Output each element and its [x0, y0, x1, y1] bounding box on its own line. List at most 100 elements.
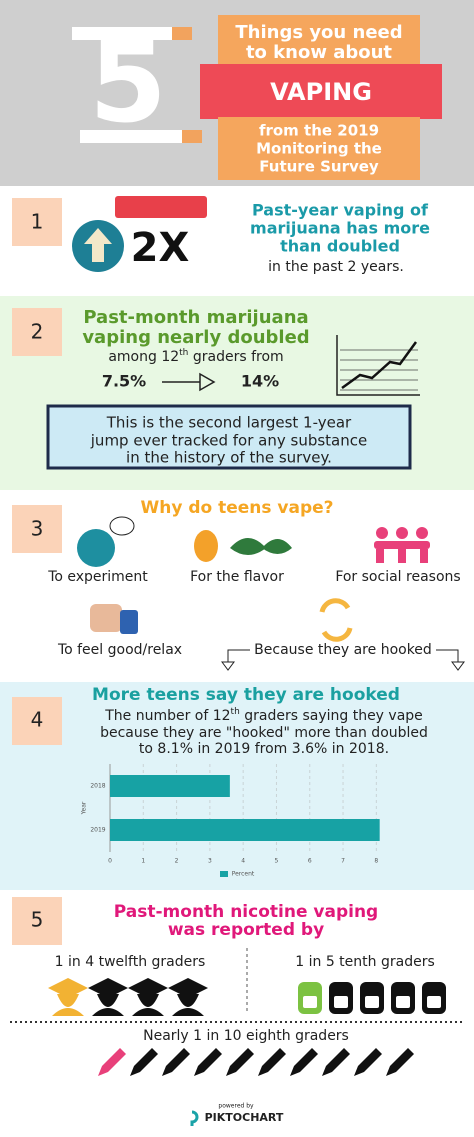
highlight: VAPING [270, 78, 372, 106]
cigarette [72, 27, 172, 40]
group-label: 1 in 4 twelfth graders [55, 954, 206, 970]
heading: Why do teens vape? [140, 498, 333, 518]
number-box [12, 308, 62, 356]
cap-icon [128, 978, 168, 998]
section-number: 3 [31, 517, 44, 541]
group-label: 1 in 5 tenth graders [295, 954, 435, 970]
pencil-icon [162, 1048, 190, 1076]
thumb-cuff [120, 610, 138, 634]
highlight-box [200, 64, 442, 119]
heading: More teens say they are hooked [92, 685, 400, 705]
calendar-top [115, 196, 207, 218]
cap-head [92, 994, 124, 1016]
note-line: in the history of the survey. [126, 449, 332, 467]
pencil-icon [258, 1048, 286, 1076]
body-text: The number of 12th graders saying they v… [104, 707, 423, 725]
pencil-icon [226, 1048, 254, 1076]
brand: PIKTOCHART [205, 1111, 284, 1124]
heading-line: Past-year vaping of [252, 201, 429, 220]
x-tick-label: 8 [374, 858, 378, 865]
number-box [12, 505, 62, 553]
heading-line: vaping nearly doubled [82, 327, 309, 348]
superscript: th [231, 707, 240, 717]
source-line: from the 2019 [259, 122, 379, 140]
logo-mark [190, 1110, 199, 1126]
trend-icon [336, 335, 420, 396]
cigarette [80, 130, 182, 143]
pencil-icon [386, 1048, 414, 1076]
x-tick-label: 6 [308, 858, 312, 865]
legend-swatch [220, 871, 228, 877]
section-number: 1 [31, 210, 44, 234]
backpack-pocket [334, 996, 348, 1008]
up-arrow [84, 228, 112, 262]
x-tick-label: 7 [341, 858, 345, 865]
x-tick-label: 1 [141, 858, 145, 865]
backpack-pocket [396, 996, 410, 1008]
source-box [218, 117, 420, 180]
cigarette-filter [182, 130, 202, 143]
superscript: th [179, 348, 188, 358]
number-box [12, 198, 62, 246]
bar [110, 819, 380, 841]
cigarette-filter [172, 27, 192, 40]
heading-line: Past-month nicotine vaping [114, 902, 378, 922]
backpack-pocket [365, 996, 379, 1008]
big-number: 5 [89, 18, 167, 148]
cap-icon [168, 978, 208, 998]
note-line: jump ever tracked for any substance [90, 432, 367, 450]
cap-head [132, 994, 164, 1016]
text: among 12 [108, 349, 179, 365]
branch-arrows [221, 661, 465, 671]
x-tick-label: 0 [108, 858, 112, 865]
reason: For social reasons [335, 569, 460, 585]
pencil-icon [290, 1048, 318, 1076]
title-box [218, 15, 420, 72]
bar [110, 775, 230, 797]
reason: To experiment [47, 569, 148, 585]
title-line: to know about [246, 42, 392, 63]
y-axis-label: Year [81, 801, 88, 815]
reason: To feel good/relax [57, 642, 182, 658]
note-box [46, 404, 412, 470]
number-box [12, 697, 62, 745]
text: graders from [188, 349, 283, 365]
body-text: in the past 2 years. [268, 259, 404, 275]
pencil-icon [194, 1048, 222, 1076]
x-tick-label: 3 [208, 858, 212, 865]
pencil-icon [130, 1048, 158, 1076]
text: graders saying they vape [240, 708, 423, 724]
section-number: 5 [31, 908, 44, 932]
x-tick-label: 4 [241, 858, 245, 865]
powered-by: powered by [218, 1103, 254, 1110]
thumb-icon [90, 604, 122, 632]
x-tick-label: 2 [175, 858, 179, 865]
badge: 2X [131, 225, 190, 271]
group-label: Nearly 1 in 10 eighth graders [143, 1028, 349, 1044]
y-tick-label: 2019 [90, 827, 105, 834]
legend-label: Percent [232, 871, 255, 878]
body-text: because they are "hooked" more than doub… [100, 725, 428, 741]
pencil-icon [98, 1048, 126, 1076]
heading-line: marijuana has more [250, 219, 430, 238]
cycle-icon [319, 598, 353, 642]
people-icon [374, 527, 430, 563]
pencil-icon [322, 1048, 350, 1076]
heading-line: than doubled [280, 237, 400, 256]
question-bubble [109, 516, 135, 536]
branch-lines [227, 649, 459, 664]
experiment-icon [77, 529, 115, 567]
bar-chart: 0 1 2 3 4 5 6 7 8 Year 2018 2019 Percent [81, 764, 380, 878]
calendar-body [115, 218, 207, 274]
y-tick-label: 2018 [90, 783, 105, 790]
text: The number of 12 [104, 708, 230, 724]
section-number: 2 [31, 320, 44, 344]
body-text: to 8.1% in 2019 from 3.6% in 2018. [139, 741, 389, 757]
cap-icon [88, 978, 128, 998]
cap-head [172, 994, 204, 1016]
cap-head [52, 994, 84, 1016]
source-line: Monitoring the [256, 140, 382, 158]
reason: For the flavor [190, 569, 284, 585]
number-box [12, 897, 62, 945]
